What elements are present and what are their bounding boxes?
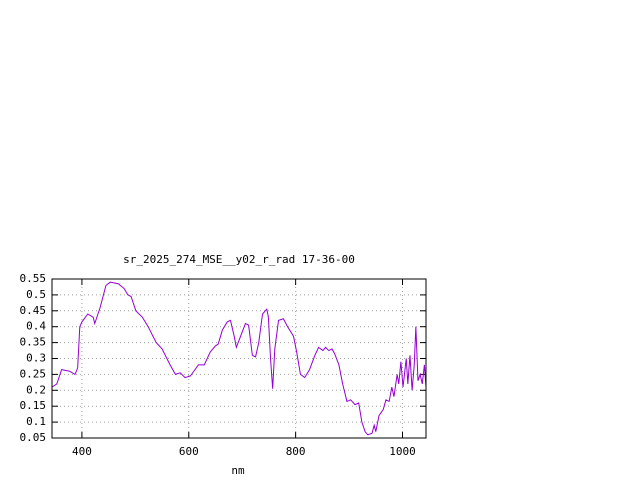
chart-title: sr_2025_274_MSE__y02_r_rad 17-36-00 [123, 253, 355, 266]
data-line [51, 281, 427, 436]
y-tick-label: 0.45 [20, 304, 47, 317]
plot-frame [51, 278, 427, 439]
x-tick-label: 400 [72, 445, 92, 458]
y-tick-label: 0.4 [26, 320, 46, 333]
y-tick-label: 0.25 [20, 367, 47, 380]
x-tick-label: 600 [179, 445, 199, 458]
y-tick-label: 0.55 [20, 272, 47, 285]
x-axis-label: nm [231, 464, 245, 477]
x-tick-label: 1000 [389, 445, 416, 458]
x-tick-label: 800 [286, 445, 306, 458]
y-tick-label: 0.35 [20, 336, 47, 349]
y-tick-label: 0.2 [26, 383, 46, 396]
y-tick-label: 0.15 [20, 399, 47, 412]
y-tick-label: 0.3 [26, 352, 46, 365]
y-tick-label: 0.5 [26, 288, 46, 301]
y-tick-label: 0.05 [20, 431, 47, 444]
y-tick-label: 0.1 [26, 415, 46, 428]
